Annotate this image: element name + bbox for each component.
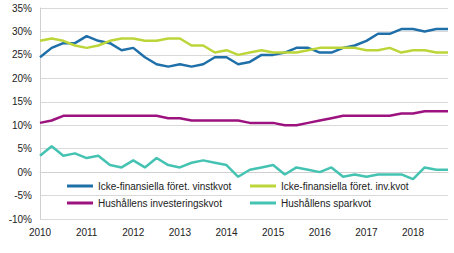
svg-text:Hushållens sparkvot: Hushållens sparkvot [281,198,371,209]
svg-text:2018: 2018 [402,227,425,238]
svg-text:35%: 35% [12,3,32,14]
svg-text:10%: 10% [12,120,32,131]
svg-text:-10%: -10% [9,214,32,225]
svg-text:5%: 5% [18,143,33,154]
svg-text:Icke-finansiella föret. inv.kv: Icke-finansiella föret. inv.kvot [281,181,409,192]
svg-text:15%: 15% [12,96,32,107]
svg-text:2014: 2014 [215,227,238,238]
svg-text:-5%: -5% [14,190,32,201]
svg-text:2016: 2016 [309,227,332,238]
svg-text:2012: 2012 [122,227,145,238]
svg-text:2013: 2013 [169,227,192,238]
svg-text:20%: 20% [12,73,32,84]
svg-text:25%: 25% [12,49,32,60]
svg-text:2011: 2011 [76,227,98,238]
svg-text:2010: 2010 [29,227,52,238]
svg-text:2017: 2017 [355,227,378,238]
svg-text:Icke-finansiella föret. vinstk: Icke-finansiella föret. vinstkvot [98,181,232,192]
svg-text:Hushållens investeringskvot: Hushållens investeringskvot [98,198,222,209]
svg-text:2015: 2015 [262,227,285,238]
svg-text:0%: 0% [18,167,33,178]
svg-text:30%: 30% [12,26,32,37]
